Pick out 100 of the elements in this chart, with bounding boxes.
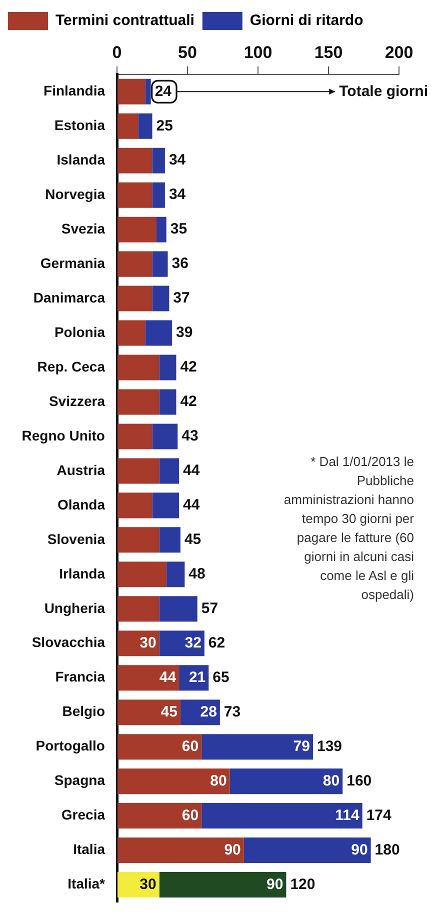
data-label: 44 [159, 669, 177, 686]
bar [152, 182, 165, 208]
y-tick-label: Ungheria [44, 600, 106, 616]
total-label: 180 [374, 841, 400, 858]
total-label: 43 [182, 428, 198, 445]
bar [152, 148, 165, 174]
bar [159, 596, 198, 622]
bar [118, 527, 160, 553]
data-label: 60 [182, 738, 199, 755]
data-label: 114 [335, 806, 360, 824]
total-label: 34 [168, 152, 186, 169]
data-label: 90 [224, 841, 241, 858]
total-label: 174 [366, 806, 392, 824]
annotation: Totale giorni [339, 82, 428, 100]
bar [152, 251, 168, 277]
y-tick-label: Spagna [54, 772, 106, 788]
bar [159, 458, 180, 484]
bar [118, 251, 152, 277]
y-tick-label: Norvegia [45, 186, 106, 202]
bar [159, 527, 180, 553]
bar [118, 389, 160, 415]
total-label: 42 [180, 393, 197, 410]
total-label: 65 [212, 669, 230, 686]
y-tick-label: Slovacchia [32, 634, 106, 650]
y-tick-label: Italia [73, 841, 106, 858]
data-label: 80 [322, 772, 340, 790]
y-tick-label: Italia* [68, 876, 106, 892]
bar [118, 78, 146, 104]
bar [118, 872, 160, 898]
bar [118, 320, 146, 346]
bar [118, 354, 160, 380]
total-label: 36 [172, 255, 188, 272]
bar [118, 630, 160, 656]
legend-label: Termini contrattuali [56, 12, 194, 30]
data-label: 90 [266, 876, 284, 893]
bar [159, 630, 204, 656]
y-tick-label: Grecia [61, 806, 106, 823]
bar [159, 354, 176, 380]
data-label: 80 [210, 772, 227, 790]
bar [145, 78, 151, 104]
total-label: 39 [176, 324, 193, 342]
total-label: 45 [184, 531, 202, 548]
y-tick-label: Irlanda [59, 565, 106, 582]
data-label: 21 [188, 669, 206, 686]
y-tick-label: Svezia [61, 220, 106, 236]
bar [118, 113, 138, 139]
bar [166, 562, 185, 588]
bar [152, 492, 180, 518]
y-tick-label: Belgio [62, 703, 105, 720]
bar [145, 320, 172, 346]
bar [118, 700, 180, 726]
total-label: 44 [183, 462, 200, 480]
bar [230, 768, 343, 794]
y-tick-label: Estonia [54, 116, 106, 133]
total-label: 35 [170, 220, 188, 238]
x-tick-label: 0 [112, 42, 122, 62]
y-tick-label: Islanda [56, 151, 106, 168]
bar [138, 113, 152, 139]
bar [118, 596, 160, 622]
bar [244, 838, 371, 864]
total-label: 37 [173, 290, 190, 307]
bar [159, 872, 286, 898]
total-label: 42 [180, 358, 197, 376]
bar [118, 768, 230, 794]
bar [156, 216, 166, 242]
bar [152, 424, 178, 450]
total-label: 44 [183, 496, 200, 514]
bar [118, 424, 152, 450]
total-label: 24 [154, 82, 172, 100]
y-tick-label: Polonia [54, 324, 106, 340]
total-label: 34 [168, 186, 186, 204]
bar [202, 734, 313, 760]
data-label: 30 [140, 876, 156, 893]
y-tick-label: Portogallo [36, 738, 105, 754]
bar [118, 286, 152, 312]
data-label: 28 [200, 703, 217, 720]
x-tick-label: 50 [178, 42, 197, 62]
x-tick-label: 100 [244, 42, 272, 62]
total-label: 57 [201, 600, 218, 618]
data-label: 90 [351, 841, 368, 858]
bar [152, 286, 170, 312]
y-tick-label: Olanda [58, 496, 106, 512]
bar [118, 838, 244, 864]
total-label: 48 [188, 566, 206, 583]
y-tick-label: Finlandia [44, 82, 106, 98]
x-tick-label: 150 [314, 42, 343, 62]
y-tick-label: Slovenia [47, 530, 106, 547]
annotation: * Dal 1/01/2013 le Pubbliche amministrazioni hanno tempo 30 giorni per pagare le fatture (60 giorni in alcuni casi come le Asl e gli ospedali) [282, 453, 414, 604]
data-label: 32 [184, 634, 202, 652]
bar [118, 803, 202, 829]
x-tick-label: 200 [384, 42, 414, 62]
data-label: 45 [160, 703, 178, 720]
data-label: 60 [182, 806, 199, 824]
bar [118, 148, 152, 174]
bar [118, 734, 202, 760]
y-tick-label: Rep. Ceca [37, 358, 106, 374]
y-tick-label: Svizzera [48, 392, 106, 409]
total-label: 73 [224, 703, 241, 720]
y-tick-label: Danimarca [33, 289, 106, 306]
legend-label: Giorni di ritardo [250, 12, 364, 30]
